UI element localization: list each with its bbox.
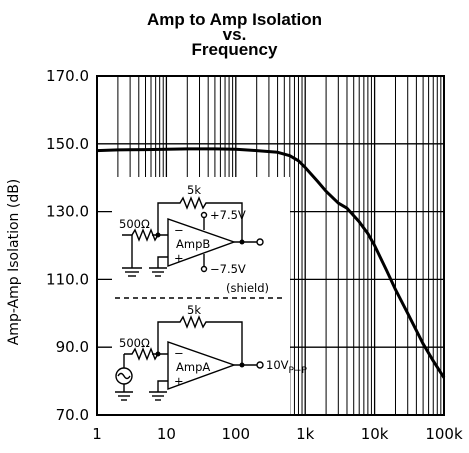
amp-a-output-junction <box>239 362 245 368</box>
tick-labels: 1 10 100 1k 10k 100k 70.0 90.0 110.0 130.0 150.0 17… <box>46 67 463 443</box>
amp-a-output-subscript: P−P <box>289 366 308 376</box>
amp-b-circuit <box>122 196 264 277</box>
amp-a-output-label: 10VP−P <box>266 358 307 376</box>
amp-a-output-terminal <box>256 361 264 369</box>
series-line-0 <box>96 147 446 379</box>
amp-b-input-resistor <box>122 228 168 242</box>
chart-title-line-3: Frequency <box>191 40 278 59</box>
x-tick-label: 100k <box>425 425 463 443</box>
amp-a-opamp-triangle <box>167 341 237 390</box>
amp-b-input-label: 500Ω <box>119 217 150 231</box>
y-tick-label: 170.0 <box>46 67 89 85</box>
amp-a-output-value: 10V <box>266 358 289 372</box>
amp-b-positive-supply: +7.5V <box>210 208 246 222</box>
schematic-overlay: 5k 500Ω +7.5V −7.5V − + AmpB (shield) <box>112 177 307 417</box>
y-tick-label: 150.0 <box>46 135 89 153</box>
y-tick-label: 110.0 <box>46 270 89 288</box>
amp-b-opamp-triangle <box>167 218 237 267</box>
series-layer <box>96 147 446 379</box>
chart-title-line-1: Amp to Amp Isolation <box>146 10 323 29</box>
amp-b-negative-supply: −7.5V <box>210 262 246 276</box>
chart-title-line-2: vs. <box>222 25 247 44</box>
amp-b-plus-sign: + <box>174 251 184 265</box>
amp-b-label: AmpB <box>176 237 210 251</box>
amp-b-feedback-label: 5k <box>187 183 201 197</box>
x-tick-label: 100 <box>221 425 250 443</box>
y-tick-label: 130.0 <box>46 203 89 221</box>
amp-a-plus-sign: + <box>174 374 184 388</box>
plot-frame <box>96 75 445 416</box>
x-tick-label: 10k <box>361 425 389 443</box>
shield-label: (shield) <box>226 281 269 295</box>
amp-a-input-resistor <box>124 347 168 361</box>
y-tick-label: 90.0 <box>56 338 89 356</box>
amp-a-minus-sign: − <box>174 346 184 360</box>
amp-a-circuit <box>115 315 264 401</box>
amp-b-minus-sign: − <box>174 223 184 237</box>
amp-b-output-terminal <box>256 238 264 246</box>
amp-b-output-junction <box>239 239 245 245</box>
amp-a-label: AmpA <box>176 360 210 374</box>
schematic-background <box>112 177 290 417</box>
y-axis-label: Amp-Amp Isolation (dB) <box>6 179 22 346</box>
amp-a-feedback-label: 5k <box>187 303 201 317</box>
x-tick-label: 1k <box>296 425 315 443</box>
amp-b-feedback-resistor <box>152 196 243 242</box>
x-tick-label: 1 <box>92 425 102 443</box>
amp-a-junction <box>155 351 161 357</box>
y-tick-label: 70.0 <box>56 406 89 424</box>
amp-a-input-label: 500Ω <box>119 336 150 350</box>
amp-b-junction <box>155 232 161 238</box>
amp-a-feedback-resistor <box>152 315 243 365</box>
x-tick-label: 10 <box>157 425 176 443</box>
